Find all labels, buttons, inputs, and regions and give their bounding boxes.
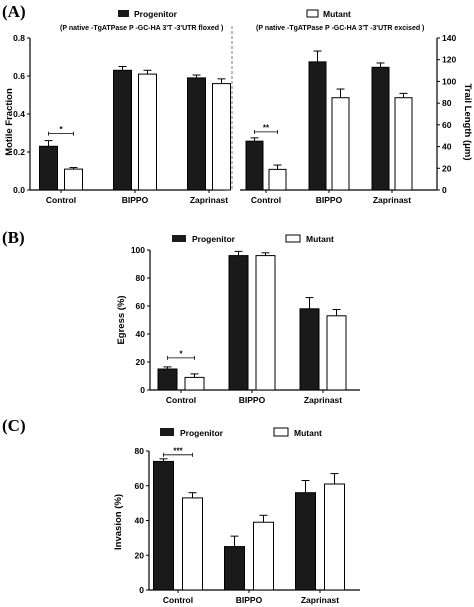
ylabel-egress: Egress (%)	[116, 295, 127, 344]
b-y-tick-label: 80	[136, 273, 146, 283]
a-right-bar-mutant-bippo	[331, 97, 350, 191]
chart-a: 0.0 0.2 0.4 0.6 0.8 0 20 40 60 80 100 120 140 Control…	[13, 33, 456, 205]
a-left-bar-mutant-zaprinast	[212, 83, 231, 191]
a-y-tick-label: 0.2	[13, 147, 25, 157]
legend-progenitor-genotype-a: (P native -TgATPase P -GC-HA 3'T -3'UTR …	[60, 25, 223, 32]
b-bar-progenitor-bippo	[228, 255, 249, 391]
b-category-label: Zaprinast	[304, 395, 342, 405]
a-y2-tick-label: 80	[442, 98, 452, 108]
a-y2-tick-label: 140	[442, 33, 456, 43]
legend-swatch-progenitor-b	[172, 235, 186, 242]
a-right-bar-progenitor-bippo	[308, 61, 327, 191]
b-bar-mutant-zaprinast	[326, 315, 347, 391]
c-category-label: Zaprinast	[301, 595, 339, 605]
legend-swatch-mutant-c	[273, 427, 289, 437]
b-significance-label: *	[179, 349, 183, 358]
c-bar-progenitor-control	[153, 460, 174, 591]
a-right-bar-mutant-control	[268, 168, 287, 191]
c-category-label: Control	[163, 595, 193, 605]
b-category-label: Control	[166, 395, 196, 405]
legend-progenitor-a: Progenitor	[134, 9, 178, 19]
a-right-category-label: BIPPO	[316, 195, 343, 205]
b-y-tick-label: 0	[140, 385, 145, 395]
a-y2-tick-label: 120	[442, 55, 456, 65]
a-right-bar-progenitor-control	[245, 140, 264, 191]
legend-mutant-c: Mutant	[294, 428, 322, 438]
chart-b: 0 20 40 60 80 100 Control BIPPO Zaprinast *	[131, 245, 360, 405]
b-y-tick-label: 100	[131, 245, 145, 255]
a-right-bar-mutant-zaprinast	[394, 97, 413, 191]
a-right-bar-progenitor-zaprinast	[371, 66, 390, 191]
ylabel-invasion: Invasion (%)	[113, 494, 124, 550]
b-bar-mutant-bippo	[255, 255, 276, 391]
a-y2-tick-label: 20	[442, 163, 452, 173]
c-bar-progenitor-zaprinast	[295, 492, 316, 591]
b-y-tick-label: 40	[136, 329, 146, 339]
b-y-tick-label: 60	[136, 301, 146, 311]
a-y2-tick-label: 60	[442, 120, 452, 130]
c-y-tick-label: 20	[135, 550, 145, 560]
a-left-bar-mutant-bippo	[138, 73, 157, 191]
a-left-bar-progenitor-control	[39, 145, 58, 191]
c-bar-mutant-zaprinast	[324, 483, 345, 591]
legend-progenitor-b: Progenitor	[192, 234, 236, 244]
b-bar-mutant-control	[184, 376, 205, 391]
a-right-category-label: Control	[251, 195, 281, 205]
b-category-label: BIPPO	[239, 395, 266, 405]
a-y2-tick-label: 40	[442, 142, 452, 152]
a-left-bar-progenitor-zaprinast	[187, 77, 206, 191]
panel-label-b: (B)	[2, 228, 25, 247]
c-y-tick-label: 60	[135, 481, 145, 491]
legend-progenitor-c: Progenitor	[180, 428, 224, 438]
a-y2-tick-label: 100	[442, 76, 456, 86]
a-y-tick-label: 0.4	[13, 109, 25, 119]
a-left-category-label: Control	[46, 195, 76, 205]
legend-swatch-progenitor-a	[118, 10, 129, 17]
c-significance-label: ***	[173, 446, 183, 455]
a-right-category-label: Zaprinast	[373, 195, 411, 205]
c-y-tick-label: 0	[139, 585, 144, 595]
c-bar-mutant-bippo	[253, 521, 274, 591]
a-right-significance-label: **	[263, 123, 270, 132]
legend-swatch-mutant-a	[306, 9, 319, 18]
a-y2-tick-label: 0	[442, 185, 447, 195]
c-bar-mutant-control	[182, 497, 203, 591]
legend-mutant-a: Mutant	[323, 9, 351, 19]
b-y-tick-label: 20	[136, 357, 146, 367]
legend-swatch-progenitor-c	[160, 428, 174, 436]
a-left-bar-progenitor-bippo	[113, 69, 132, 191]
legend-swatch-mutant-b	[285, 234, 301, 243]
c-y-tick-label: 80	[135, 446, 145, 456]
a-y-tick-label: 0.6	[13, 71, 25, 81]
legend-mutant-genotype-a: (P native -TgATPase P -GC-HA 3'T -3'UTR …	[256, 25, 424, 32]
a-y-tick-label: 0.8	[13, 33, 25, 43]
a-left-category-label: BIPPO	[122, 195, 149, 205]
b-bar-progenitor-zaprinast	[299, 308, 320, 391]
c-bar-progenitor-bippo	[224, 546, 245, 591]
a-left-category-label: Zaprinast	[190, 195, 228, 205]
legend-mutant-b: Mutant	[306, 234, 334, 244]
c-y-tick-label: 40	[135, 516, 145, 526]
chart-c: 0 20 40 60 80 Control BIPPO Zaprinast ***	[135, 446, 360, 605]
a-left-significance-label: *	[59, 125, 63, 134]
ylabel-trail-length: Trail Length (μm)	[462, 83, 473, 160]
panel-label-c: (C)	[2, 416, 26, 435]
a-y-tick-label: 0.0	[13, 185, 25, 195]
b-bar-progenitor-control	[157, 368, 178, 391]
a-left-bar-mutant-control	[64, 168, 83, 191]
panel-label-a: (A)	[2, 2, 26, 21]
c-category-label: BIPPO	[236, 595, 263, 605]
ylabel-motile-fraction: Motile Fraction	[4, 88, 15, 156]
